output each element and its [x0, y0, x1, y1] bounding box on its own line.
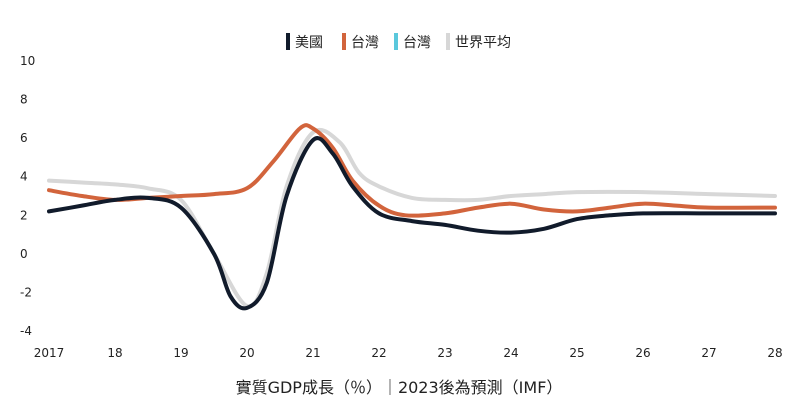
x-tick-label: 25 [569, 346, 584, 360]
x-tick-label: 2017 [34, 346, 65, 360]
legend: 美國 台灣 台灣 世界平均 [286, 33, 511, 51]
legend-label: 世界平均 [455, 35, 511, 51]
legend-swatch [446, 33, 450, 50]
x-tick-label: 28 [767, 346, 782, 360]
legend-swatch [342, 33, 346, 50]
x-tick-label: 22 [371, 346, 386, 360]
y-axis-ticks: 10 8 6 4 2 0 -2 -4 [20, 54, 35, 338]
x-axis-ticks: 2017 18 19 20 21 22 23 24 25 26 27 28 [34, 346, 783, 360]
series-line [47, 127, 777, 309]
x-tick-label: 23 [437, 346, 452, 360]
series-line [47, 123, 777, 218]
x-tick-label: 21 [305, 346, 320, 360]
x-tick-label: 24 [503, 346, 518, 360]
legend-label: 台灣 [351, 35, 379, 51]
x-axis-label: 實質GDP成長（％）｜2023後為預測（IMF） [236, 378, 563, 397]
y-tick-label: 4 [20, 170, 28, 184]
legend-label: 台灣 [403, 35, 431, 51]
x-tick-label: 27 [701, 346, 716, 360]
x-tick-label: 20 [239, 346, 254, 360]
y-tick-label: 8 [20, 93, 28, 107]
x-tick-label: 26 [635, 346, 650, 360]
y-tick-label: 10 [20, 54, 35, 68]
y-tick-label: -2 [20, 285, 32, 299]
legend-swatch [286, 33, 290, 50]
series-line [47, 136, 777, 311]
legend-label: 美國 [295, 35, 323, 51]
y-tick-label: 0 [20, 247, 28, 261]
x-tick-label: 19 [173, 346, 188, 360]
y-tick-label: 6 [20, 131, 28, 145]
series-layer [47, 123, 777, 311]
legend-swatch [394, 33, 398, 50]
x-tick-label: 18 [107, 346, 122, 360]
y-tick-label: -4 [20, 324, 32, 338]
y-tick-label: 2 [20, 208, 28, 222]
